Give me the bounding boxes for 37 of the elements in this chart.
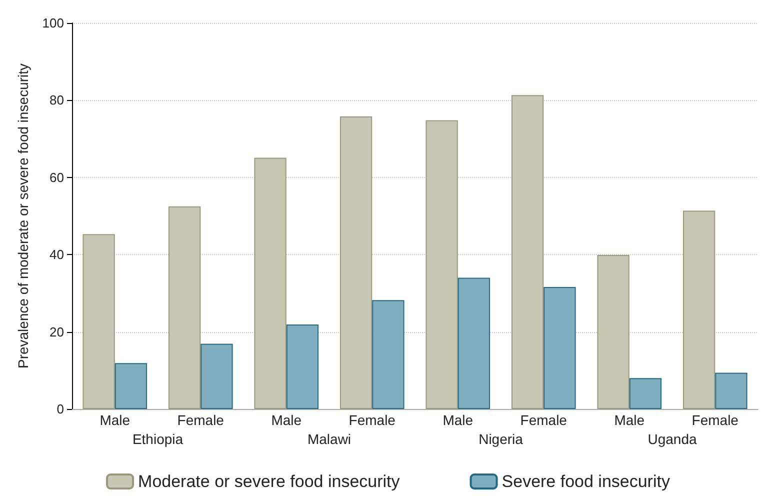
y-tick-label: 60 (50, 170, 64, 185)
text: Ethiopia (132, 431, 184, 447)
bar (426, 120, 458, 409)
y-tick-label: 0 (56, 402, 64, 416)
y-axis-title: Prevalence of moderate or severe food insecurity (15, 63, 31, 369)
x-tick-label: Male (614, 412, 645, 428)
bar (458, 278, 490, 409)
y-tick-label: 20 (50, 324, 64, 340)
x-tick-label: Female (177, 412, 224, 428)
bar (682, 210, 716, 409)
text: Uganda (648, 431, 697, 447)
x-tick-label: Female (692, 412, 739, 428)
bar (715, 372, 748, 409)
x-tick-label: Male (100, 412, 130, 428)
bar (629, 378, 662, 409)
y-tick-label: 100 (42, 16, 64, 30)
bar (286, 324, 319, 409)
x-tick-label: Female (520, 412, 568, 428)
legend-label: Moderate or severe food insecurity (138, 472, 400, 491)
y-tick-label: 40 (50, 247, 64, 262)
bar (200, 344, 233, 409)
bar (340, 116, 372, 409)
bar (82, 234, 115, 409)
bar (544, 287, 576, 409)
y-tick-label: 80 (50, 92, 64, 108)
text: Nigeria (478, 431, 524, 447)
legend-label: Severe food insecurity (502, 472, 670, 491)
bar (597, 254, 630, 409)
bar (168, 206, 201, 409)
bar (511, 95, 544, 409)
bar (372, 300, 404, 409)
x-tick-label: Female (348, 412, 396, 428)
x-tick-label: Male (271, 412, 302, 428)
bar (114, 363, 148, 409)
bar (254, 158, 286, 409)
x-tick-label: Male (442, 412, 474, 428)
text: Malawi (307, 431, 352, 447)
